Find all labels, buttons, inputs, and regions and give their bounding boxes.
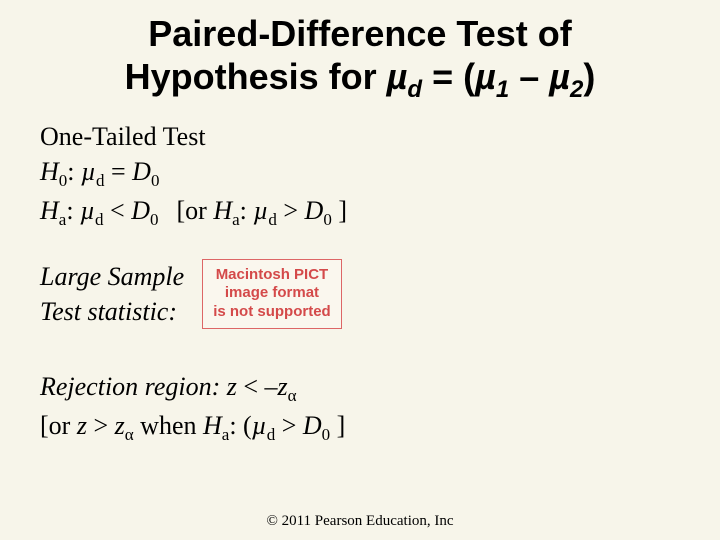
h0-colon: : <box>67 157 81 186</box>
title-sub1: 1 <box>496 76 509 103</box>
rej2-s0: 0 <box>322 425 331 444</box>
ha-H: H <box>40 196 59 225</box>
rej2-colon: : ( <box>229 411 251 440</box>
pict-placeholder: Macintosh PICT image format is not suppo… <box>202 259 342 329</box>
rej2-z2: z <box>115 411 125 440</box>
slide-body: One-Tailed Test H0: µd = D0 Ha: µd < D0[… <box>0 113 720 447</box>
ha-mu2: µ <box>253 196 268 225</box>
ha-D0: 0 <box>150 211 159 230</box>
rej-lt: < – <box>237 372 278 401</box>
ha-subd: d <box>95 211 104 230</box>
rej2-gt: > <box>87 411 115 440</box>
ha-lt: < <box>104 196 132 225</box>
rej2-D: D <box>303 411 322 440</box>
large-sample-l1: Large Sample <box>40 259 184 294</box>
ha-suba2: a <box>232 211 240 230</box>
ha-close: ] <box>332 196 347 225</box>
rej-z: z <box>278 372 288 401</box>
ha-or-open: [or <box>177 196 214 225</box>
ha-H2: H <box>213 196 232 225</box>
pict-l1: Macintosh PICT <box>213 266 331 285</box>
h0-H: H <box>40 157 59 186</box>
large-sample-row: Large Sample Test statistic: Macintosh P… <box>40 259 680 329</box>
rej2-open: [or <box>40 411 77 440</box>
rejection-line1: Rejection region: z < –zα <box>40 369 680 408</box>
large-sample-l2: Test statistic: <box>40 294 184 329</box>
h0-eq: = <box>105 157 133 186</box>
rej2-alpha: α <box>125 425 134 444</box>
ha-D2: D <box>305 196 324 225</box>
title-line2-pre: Hypothesis for <box>125 56 387 97</box>
rej2-when: when <box>134 411 203 440</box>
h0-line: H0: µd = D0 <box>40 154 680 193</box>
ha-subd2: d <box>268 211 277 230</box>
rej2-H: H <box>203 411 222 440</box>
one-tailed-heading: One-Tailed Test <box>40 119 680 154</box>
ha-D02: 0 <box>323 211 332 230</box>
ha-mu: µ <box>80 196 95 225</box>
title-mu1: µ <box>475 56 496 97</box>
rej2-sd: d <box>267 425 276 444</box>
rej2-close: ] <box>330 411 345 440</box>
title-eq: = ( <box>422 56 475 97</box>
title-line1: Paired-Difference Test of <box>148 13 571 54</box>
ha-colon: : <box>66 196 80 225</box>
pict-l3: is not supported <box>213 303 331 322</box>
h0-D0: 0 <box>151 171 160 190</box>
rej2-z: z <box>77 411 87 440</box>
pict-l2: image format <box>213 284 331 303</box>
rejection-line2: [or z > zα when Ha: (µd > D0 ] <box>40 408 680 447</box>
ha-colon2: : <box>240 196 254 225</box>
ha-gt: > <box>277 196 305 225</box>
title-sub-d: d <box>407 76 422 103</box>
title-close: ) <box>583 56 595 97</box>
rej2-gt2: > <box>275 411 303 440</box>
h0-sub0: 0 <box>59 171 68 190</box>
copyright: © 2011 Pearson Education, Inc <box>0 513 720 530</box>
rej2-mu: µ <box>252 411 267 440</box>
h0-subd: d <box>96 171 105 190</box>
large-sample-label: Large Sample Test statistic: <box>40 259 184 329</box>
ha-line: Ha: µd < D0[or Ha: µd > D0 ] <box>40 193 680 232</box>
title-sub2: 2 <box>570 76 583 103</box>
rej-alpha: α <box>288 386 297 405</box>
h0-mu: µ <box>81 157 96 186</box>
slide-title: Paired-Difference Test of Hypothesis for… <box>0 0 720 113</box>
ha-D: D <box>131 196 150 225</box>
h0-D: D <box>132 157 151 186</box>
title-mu-d: µ <box>387 56 408 97</box>
rej-pre: Rejection region: z <box>40 372 237 401</box>
title-dash: – <box>509 56 549 97</box>
title-mu2: µ <box>549 56 570 97</box>
